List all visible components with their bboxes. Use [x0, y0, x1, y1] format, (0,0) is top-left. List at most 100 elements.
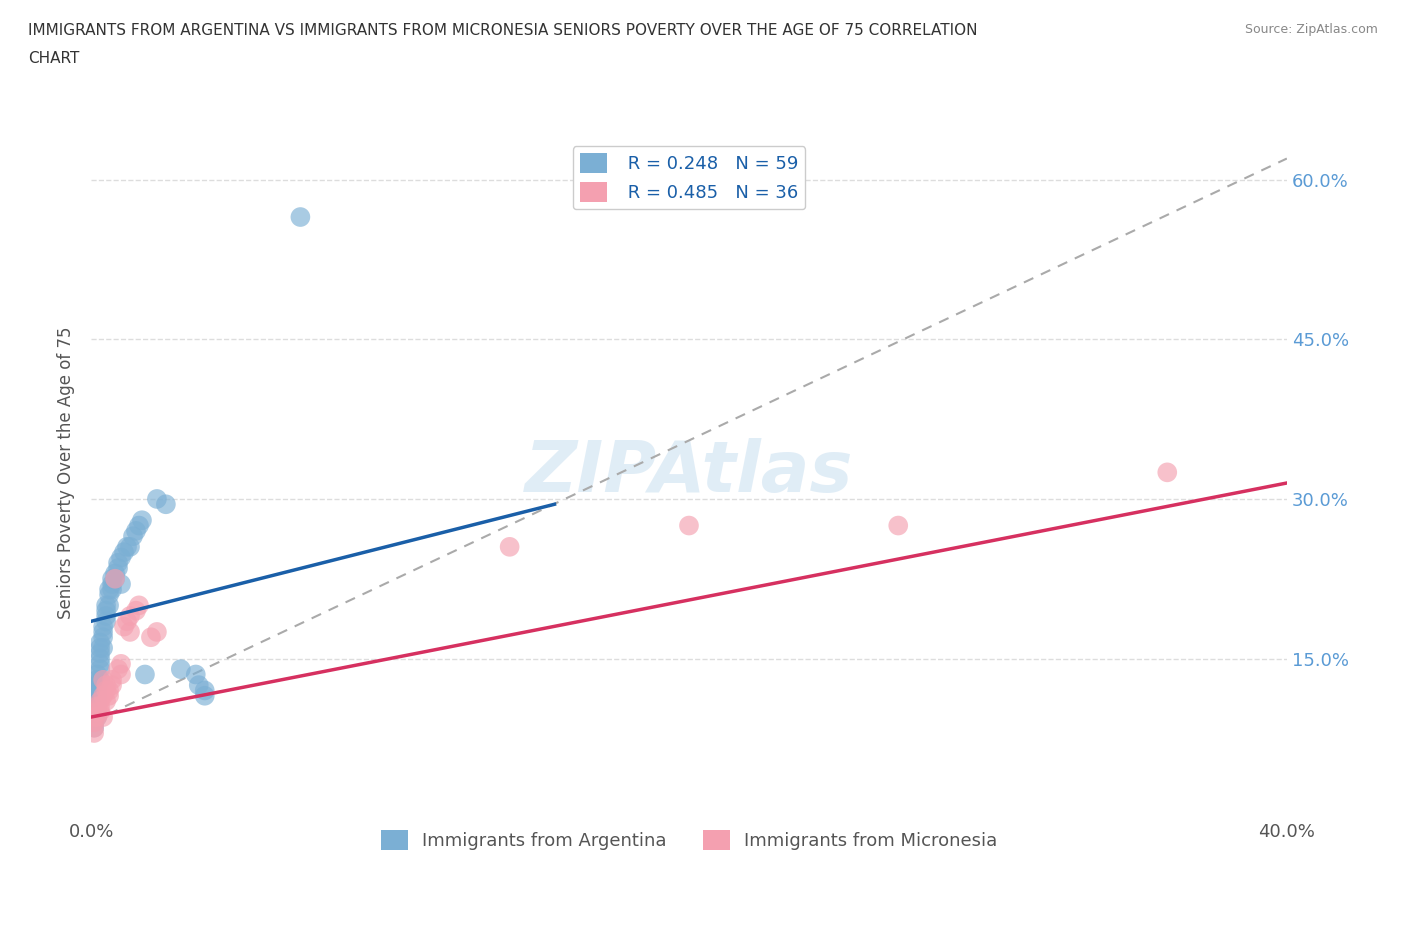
Point [110, 667, 132, 682]
Point [89, 662, 111, 677]
Point [170, 662, 193, 677]
Point [112, 619, 135, 634]
Point [83, 715, 105, 730]
Point [101, 571, 124, 586]
Point [98, 582, 121, 597]
Point [115, 539, 138, 554]
Point [107, 555, 129, 570]
Point [91, 619, 114, 634]
Point [110, 657, 132, 671]
Point [86, 710, 108, 724]
Point [83, 710, 105, 724]
Point [83, 715, 105, 730]
Point [89, 645, 111, 660]
Point [118, 539, 141, 554]
Point [91, 710, 114, 724]
Point [139, 630, 162, 644]
Point [91, 688, 114, 703]
Y-axis label: Seniors Poverty Over the Age of 75: Seniors Poverty Over the Age of 75 [58, 326, 75, 618]
Point [98, 598, 121, 613]
Point [89, 704, 111, 719]
Text: ZIPAtlas: ZIPAtlas [524, 438, 853, 507]
Point [887, 518, 910, 533]
Point [83, 725, 105, 740]
Point [290, 209, 312, 224]
Point [107, 662, 129, 677]
Point [83, 699, 105, 714]
Point [146, 624, 169, 639]
Legend: Immigrants from Argentina, Immigrants from Micronesia: Immigrants from Argentina, Immigrants fr… [374, 823, 1005, 857]
Point [155, 497, 177, 512]
Point [86, 667, 108, 682]
Point [83, 720, 105, 735]
Point [94, 683, 117, 698]
Point [122, 529, 145, 544]
Point [86, 696, 108, 711]
Point [94, 678, 117, 693]
Point [101, 582, 124, 597]
Point [83, 683, 105, 698]
Point [89, 657, 111, 671]
Point [112, 545, 135, 560]
Point [125, 524, 148, 538]
Point [98, 683, 121, 698]
Text: CHART: CHART [28, 51, 80, 66]
Point [83, 688, 105, 703]
Point [125, 604, 148, 618]
Point [101, 678, 124, 693]
Point [89, 694, 111, 709]
Point [94, 604, 117, 618]
Point [91, 641, 114, 656]
Point [86, 704, 108, 719]
Point [110, 577, 132, 591]
Point [94, 598, 117, 613]
Point [83, 694, 105, 709]
Point [91, 630, 114, 644]
Point [115, 614, 138, 629]
Point [131, 512, 153, 527]
Point [91, 624, 114, 639]
Point [89, 699, 111, 714]
Point [101, 577, 124, 591]
Point [118, 608, 141, 623]
Point [134, 667, 156, 682]
Point [101, 672, 124, 687]
Point [86, 672, 108, 687]
Point [83, 720, 105, 735]
Point [187, 678, 209, 693]
Point [83, 704, 105, 719]
Point [86, 688, 108, 703]
Point [98, 688, 121, 703]
Point [104, 571, 127, 586]
Point [86, 678, 108, 693]
Point [104, 566, 127, 581]
Point [498, 539, 520, 554]
Point [83, 710, 105, 724]
Point [128, 598, 150, 613]
Point [86, 704, 108, 719]
Point [104, 571, 127, 586]
Point [94, 694, 117, 709]
Point [89, 651, 111, 666]
Point [194, 683, 217, 698]
Point [98, 587, 121, 602]
Point [194, 688, 217, 703]
Point [89, 672, 111, 687]
Point [1156, 465, 1178, 480]
Point [184, 667, 207, 682]
Point [89, 635, 111, 650]
Point [89, 641, 111, 656]
Point [86, 699, 108, 714]
Point [128, 518, 150, 533]
Point [94, 608, 117, 623]
Text: Source: ZipAtlas.com: Source: ZipAtlas.com [1244, 23, 1378, 36]
Point [146, 492, 169, 507]
Point [107, 561, 129, 576]
Point [86, 683, 108, 698]
Point [118, 624, 141, 639]
Point [678, 518, 700, 533]
Text: IMMIGRANTS FROM ARGENTINA VS IMMIGRANTS FROM MICRONESIA SENIORS POVERTY OVER THE: IMMIGRANTS FROM ARGENTINA VS IMMIGRANTS … [28, 23, 977, 38]
Point [91, 672, 114, 687]
Point [94, 614, 117, 629]
Point [86, 710, 108, 724]
